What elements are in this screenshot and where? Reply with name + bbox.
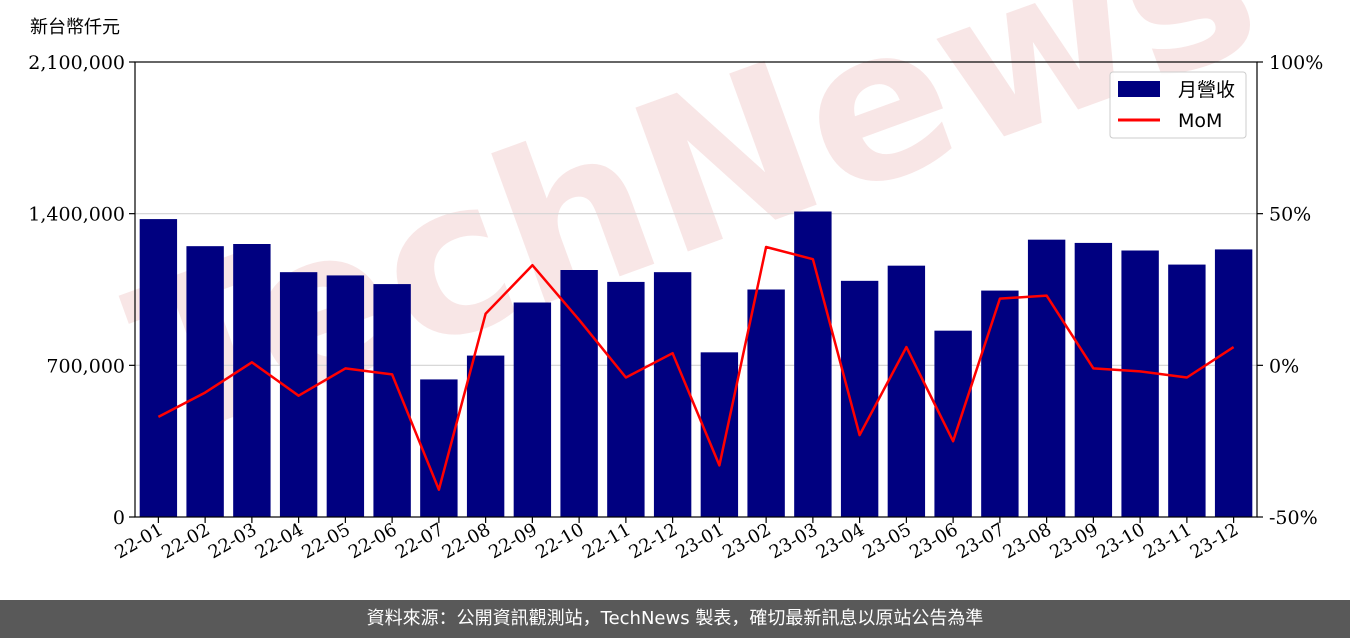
x-tick-label: 22-09 <box>485 519 540 563</box>
y-tick-label-right: 0% <box>1269 355 1299 377</box>
bar <box>887 265 926 517</box>
bar <box>747 289 785 517</box>
x-tick-label: 23-08 <box>1000 519 1055 563</box>
x-tick-label: 22-06 <box>345 519 400 563</box>
legend-label-bar: 月營收 <box>1178 79 1235 101</box>
x-tick-label: 22-02 <box>158 519 213 563</box>
legend: 月營收 MoM <box>1109 71 1247 139</box>
x-tick-label: 22-03 <box>205 519 260 563</box>
y-tick-label-left: 1,400,000 <box>28 204 125 226</box>
bar <box>1121 250 1159 517</box>
bar <box>1214 249 1253 517</box>
x-tick-label: 23-06 <box>906 519 961 563</box>
bar <box>794 211 832 517</box>
x-tick-label: 23-11 <box>1140 519 1195 563</box>
bar <box>934 330 972 517</box>
bar <box>420 379 458 517</box>
x-tick-label: 22-08 <box>439 519 494 563</box>
x-tick-label: 23-09 <box>1046 519 1101 563</box>
x-tick-label: 23-05 <box>859 519 914 563</box>
bar <box>1027 239 1066 517</box>
x-tick-label: 22-05 <box>298 519 353 563</box>
y-tick-label-left: 0 <box>113 507 125 529</box>
x-tick-label: 22-07 <box>392 519 447 563</box>
legend-label-line: MoM <box>1178 110 1222 132</box>
x-tick-label: 23-01 <box>672 519 727 563</box>
plot-frame <box>134 61 1258 518</box>
x-tick-label: 22-11 <box>579 519 634 563</box>
bar <box>607 281 645 517</box>
line-series <box>157 245 1235 491</box>
x-tick-label: 23-12 <box>1187 519 1242 563</box>
mom-line <box>157 245 1235 491</box>
grid <box>135 213 1257 366</box>
chart-svg: TechNews 0700,0001,400,0002,100,000-50%0… <box>28 0 1323 563</box>
x-tick-label: 23-04 <box>813 519 868 563</box>
unit-label: 新台幣仟元 <box>30 17 120 38</box>
bar <box>1074 242 1113 517</box>
bar <box>513 302 552 517</box>
bar <box>326 275 365 517</box>
x-tick-label: 22-04 <box>252 519 307 563</box>
bar <box>840 280 879 517</box>
y-tick-label-right: 50% <box>1269 204 1311 226</box>
bar <box>233 244 271 517</box>
y-tick-label-left: 2,100,000 <box>28 52 125 74</box>
bar <box>653 272 692 517</box>
x-tick-label: 23-10 <box>1093 519 1148 563</box>
x-tick-label: 22-10 <box>532 519 587 563</box>
bar <box>560 270 598 517</box>
bar <box>373 284 411 517</box>
bar-series <box>139 211 1253 518</box>
bar <box>466 355 505 517</box>
y-tick-label-right: -50% <box>1269 507 1318 529</box>
y-tick-label-left: 700,000 <box>46 355 125 377</box>
bar <box>1168 264 1206 517</box>
x-tick-label: 22-12 <box>626 519 681 563</box>
x-tick-label: 23-02 <box>719 519 774 563</box>
y-tick-label-right: 100% <box>1269 52 1323 74</box>
bar <box>186 246 224 517</box>
bar <box>981 290 1019 517</box>
x-tick-label: 23-07 <box>953 519 1008 563</box>
legend-bar-swatch <box>1118 81 1160 97</box>
x-tick-label: 23-03 <box>766 519 821 563</box>
source-footer: 資料來源：公開資訊觀測站，TechNews 製表，確切最新訊息以原站公告為準 <box>0 600 1350 638</box>
bar <box>139 219 178 518</box>
